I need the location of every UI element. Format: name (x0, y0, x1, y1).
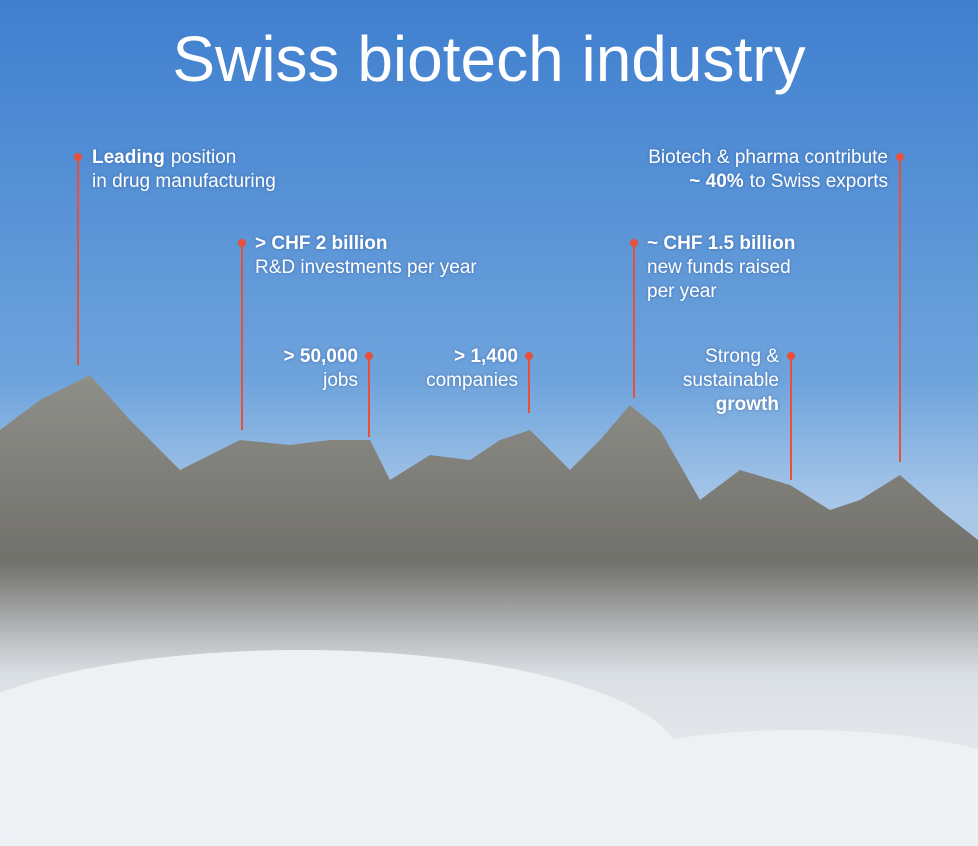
highlight-text: > 1,400 (454, 346, 518, 367)
callout-text: sustainable (683, 370, 779, 391)
callout: Leading position in drug manufacturing (92, 146, 276, 194)
callout-text: new funds raised (647, 257, 791, 278)
callout-line: Biotech & pharma contribute (648, 146, 888, 170)
callout-text: to Swiss exports (750, 171, 888, 192)
infographic: Swiss biotech industry Leading position in… (0, 0, 978, 846)
pointer-dot (525, 352, 533, 360)
callout-line: per year (647, 280, 795, 304)
callout: > 1,400 companies (426, 345, 518, 393)
callout-line: sustainable (683, 369, 779, 393)
callout-text: per year (647, 281, 717, 302)
highlight-text: Leading (92, 147, 165, 168)
callout-text: position (171, 147, 237, 168)
callout-line: > 50,000 (284, 345, 359, 369)
callout-text: Biotech & pharma contribute (648, 147, 888, 168)
pointer-dot (238, 239, 246, 247)
highlight-text: ~ 40% (689, 171, 743, 192)
callout-text: Strong & (705, 346, 779, 367)
highlight-text: > 50,000 (284, 346, 359, 367)
callout-text: in drug manufacturing (92, 171, 276, 192)
callout-line: companies (426, 369, 518, 393)
callout-text: jobs (323, 370, 358, 391)
highlight-text: growth (716, 394, 779, 415)
callout-line: ~ CHF 1.5 billion (647, 232, 795, 256)
callout-line: ~ 40% to Swiss exports (648, 170, 888, 194)
pointer-dot (630, 239, 638, 247)
callout-line: in drug manufacturing (92, 170, 276, 194)
title: Swiss biotech industry (0, 22, 978, 96)
pointer-dot (365, 352, 373, 360)
callout: Biotech & pharma contribute ~ 40% to Swiss… (648, 146, 888, 194)
callout-line: > CHF 2 billion (255, 232, 477, 256)
pointer-dot (787, 352, 795, 360)
callout-line: new funds raised (647, 256, 795, 280)
pointer-dot (896, 153, 904, 161)
callout-line: growth (683, 393, 779, 417)
callout-text: companies (426, 370, 518, 391)
callout-line: Strong & (683, 345, 779, 369)
callout-line: Leading position (92, 146, 276, 170)
highlight-text: ~ CHF 1.5 billion (647, 233, 795, 254)
highlight-text: > CHF 2 billion (255, 233, 387, 254)
background (0, 0, 978, 846)
callout-text: R&D investments per year (255, 257, 477, 278)
callout: ~ CHF 1.5 billion new funds raised per yea… (647, 232, 795, 304)
pointer-dot (74, 153, 82, 161)
callout-line: > 1,400 (426, 345, 518, 369)
callout-line: R&D investments per year (255, 256, 477, 280)
callout-line: jobs (284, 369, 359, 393)
callout: > 50,000 jobs (284, 345, 359, 393)
callout: Strong & sustainable growth (683, 345, 779, 417)
callout: > CHF 2 billion R&D investments per year (255, 232, 477, 280)
